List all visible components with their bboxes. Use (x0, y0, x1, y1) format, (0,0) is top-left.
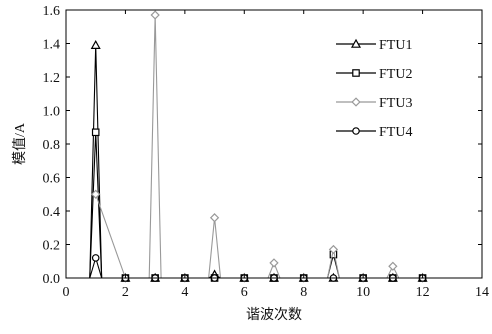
series-line-FTU3 (95, 15, 423, 279)
marks-layer (89, 10, 428, 283)
y-tick-label: 0.8 (43, 138, 61, 153)
legend-entry-FTU1: FTU1 (336, 38, 412, 53)
data-point-FTU3 (328, 244, 339, 255)
legend-label: FTU3 (379, 96, 412, 111)
data-point-FTU3 (209, 213, 220, 223)
series-FTU1 (89, 39, 428, 282)
y-tick-label: 1.0 (43, 105, 61, 120)
x-tick-label: 14 (475, 285, 489, 300)
data-point-FTU4 (91, 254, 100, 262)
legend: FTU1 FTU2 FTU3 FTU4 (336, 38, 412, 140)
legend-label: FTU2 (379, 67, 412, 82)
x-tick-label: 6 (241, 285, 248, 300)
legend-entry-FTU4: FTU4 (336, 125, 412, 140)
series-FTU4 (89, 254, 427, 282)
y-tick-label: 0.4 (43, 205, 61, 220)
data-point-FTU2 (91, 128, 100, 137)
plot-frame (65, 9, 483, 279)
data-point-FTU3 (91, 189, 101, 199)
y-tick-label: 0.6 (43, 172, 61, 187)
data-point-FTU3 (388, 261, 398, 271)
legend-label: FTU1 (379, 38, 412, 53)
y-tick-label: 1.6 (43, 4, 61, 19)
y-tick-label: 1.4 (43, 38, 61, 53)
series-FTU2 (89, 128, 427, 282)
legend-entry-FTU3: FTU3 (336, 96, 412, 111)
y-tick-label: 0.0 (43, 272, 61, 287)
series-line-FTU4 (89, 255, 423, 279)
x-tick-label: 0 (63, 285, 70, 300)
legend-label: FTU4 (379, 125, 412, 140)
y-tick-label: 1.2 (43, 71, 61, 86)
y-tick-label: 0.2 (43, 239, 61, 254)
x-axis-label: 谐波次数 (246, 307, 302, 323)
series-line-FTU2 (89, 132, 423, 279)
legend-marker (352, 69, 360, 77)
data-point-FTU3 (269, 258, 279, 268)
x-tick-label: 4 (181, 285, 188, 300)
ticks-layer: 0 2 4 6 8 10 12 14 0.0 0.2 0.4 0.6 0.8 1.0 1.2 1.4 1.6 (43, 4, 490, 300)
data-point-FTU1 (90, 39, 101, 49)
legend-marker (350, 38, 362, 48)
x-tick-label: 8 (300, 285, 307, 300)
x-tick-label: 12 (416, 285, 430, 300)
legend-entry-FTU2: FTU2 (336, 67, 412, 82)
x-tick-label: 2 (122, 285, 129, 300)
data-point-FTU3 (150, 10, 160, 20)
legend-marker (352, 127, 360, 135)
legend-marker (351, 97, 361, 107)
x-tick-label: 10 (356, 285, 370, 300)
y-axis-label: 模值/A (12, 122, 28, 165)
series-FTU3 (91, 10, 428, 283)
series-line-FTU1 (89, 45, 423, 279)
